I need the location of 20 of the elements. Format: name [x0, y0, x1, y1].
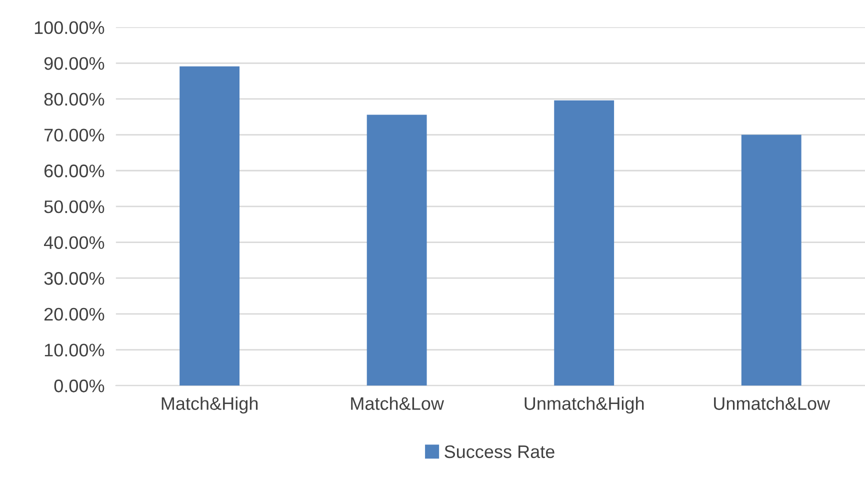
x-tick-label: Unmatch&High: [524, 396, 644, 414]
y-tick-label: 30.00%: [44, 272, 104, 285]
y-tick-label: 100.00%: [34, 21, 104, 34]
y-tick-label: 70.00%: [44, 128, 104, 142]
bar: [741, 134, 802, 386]
y-tick-label: 60.00%: [44, 164, 104, 178]
x-tick-label: Match&High: [162, 396, 258, 414]
y-tick-label: 90.00%: [44, 57, 104, 70]
legend-label: Success Rate: [444, 445, 554, 458]
bar: [180, 66, 240, 386]
bar: [366, 114, 427, 386]
y-tick-label: 50.00%: [44, 200, 104, 214]
y-tick-label: 40.00%: [44, 236, 104, 249]
y-tick-label: 10.00%: [44, 344, 104, 356]
y-tick-label: 20.00%: [44, 308, 104, 321]
y-tick-label: 0.00%: [54, 380, 104, 392]
y-tick-label: 80.00%: [44, 92, 104, 106]
x-tick-label: Unmatch&Low: [714, 396, 830, 410]
bar: [554, 100, 614, 386]
x-tick-label: Match&Low: [351, 396, 444, 410]
